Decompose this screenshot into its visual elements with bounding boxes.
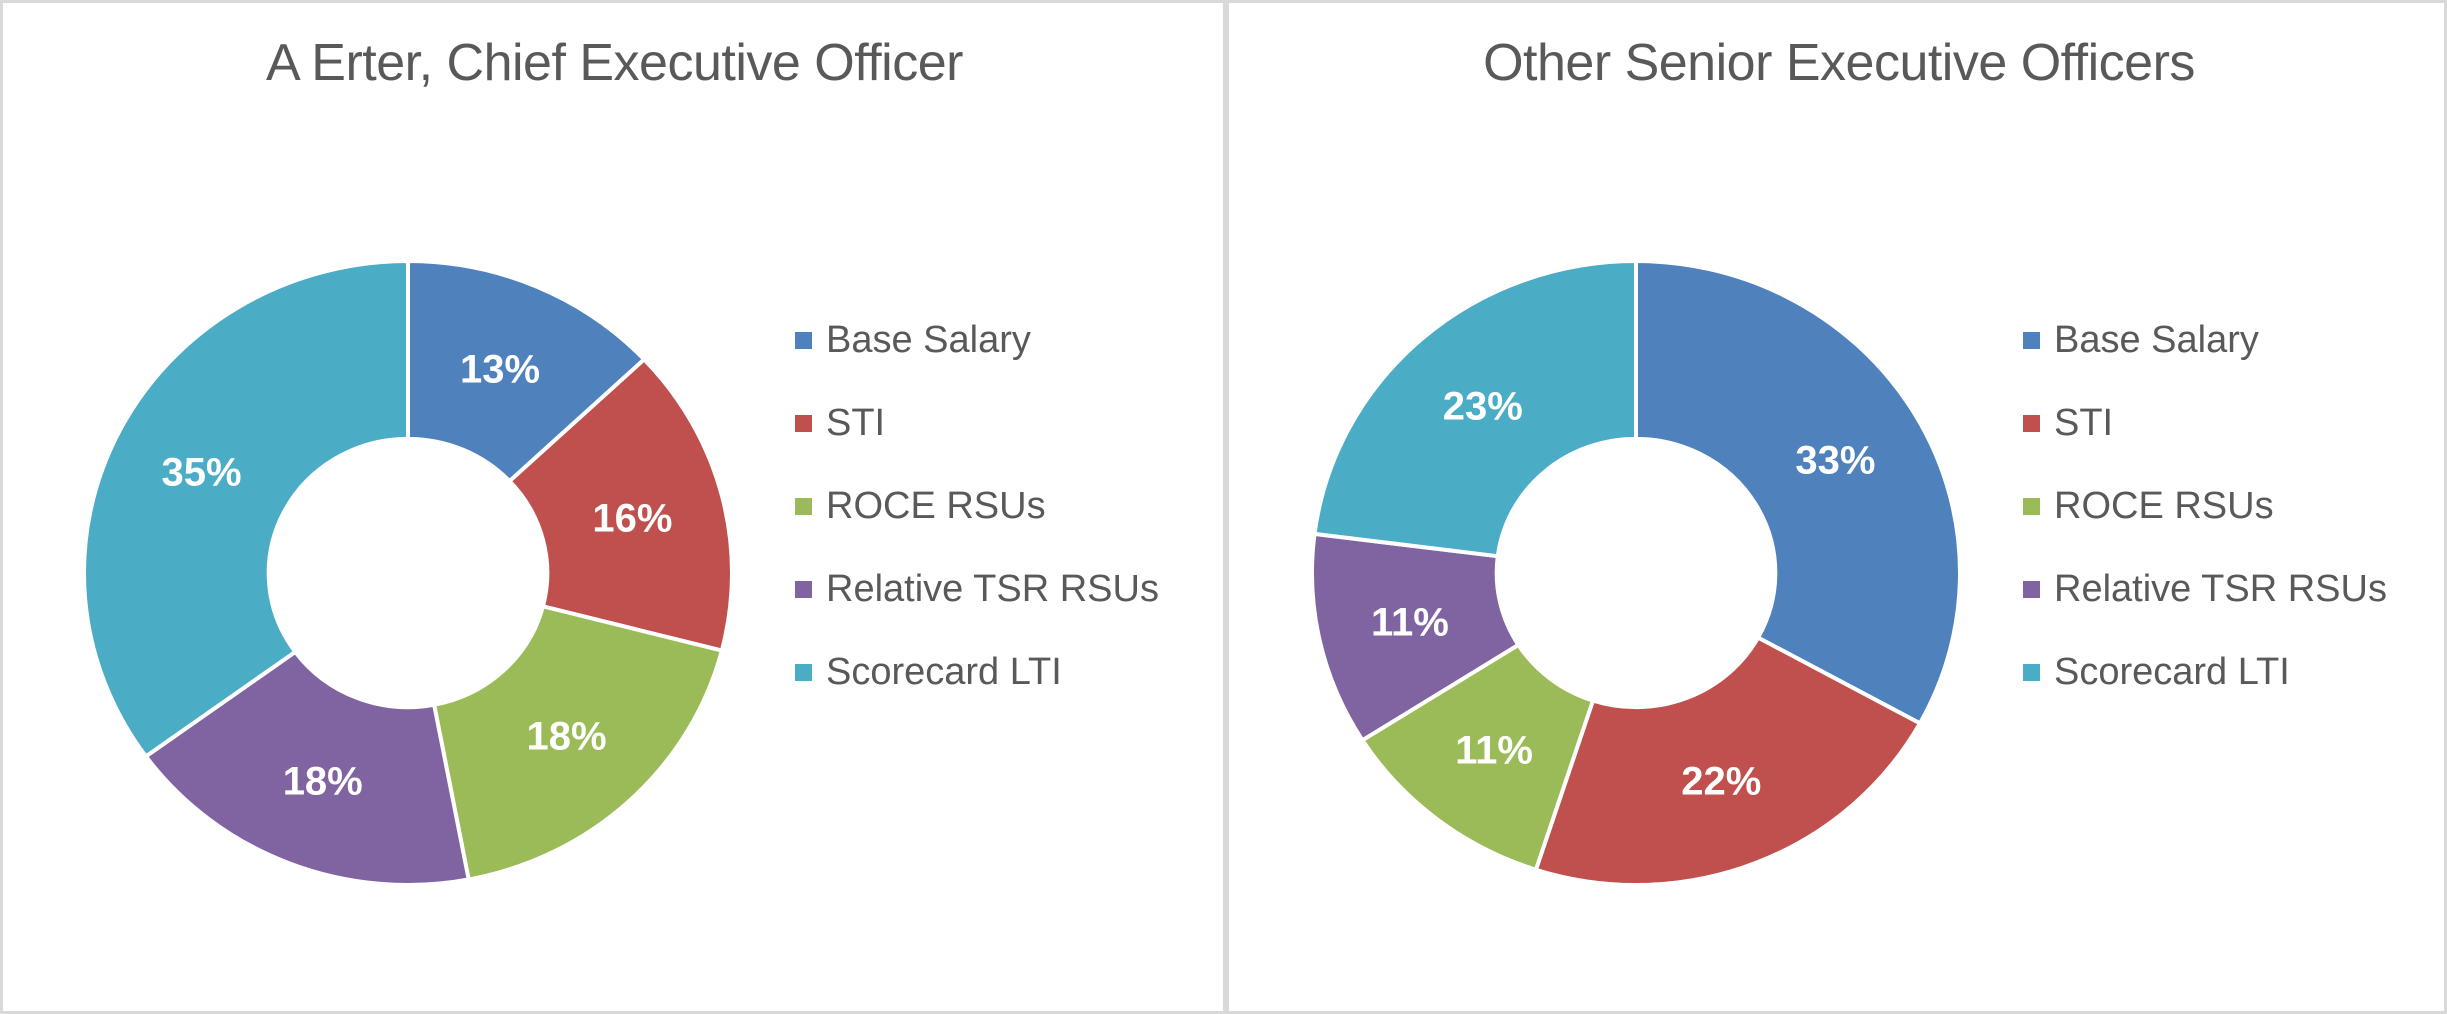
legend-swatch-sti [795, 415, 812, 432]
legend-item-sti: STI [795, 382, 1159, 465]
slice-label-base-salary: 13% [460, 347, 540, 391]
legend-item-scorecard-lti: Scorecard LTI [2023, 631, 2387, 714]
legend-swatch-relative-tsr-rsus [2023, 581, 2040, 598]
donut-slice-scorecard-lti [82, 258, 410, 760]
chart-legend: Base Salary STI ROCE RSUs Relative TSR RSUs… [795, 299, 1159, 714]
slice-label-sti: 16% [592, 497, 672, 541]
ceo-pay-mix-panel: A Erter, Chief Executive Officer 13% 16% 1… [3, 3, 1226, 1011]
other-executives-pay-mix-panel: Other Senior Executive Officers 33% 22% 11… [1231, 3, 2444, 1011]
legend-item-roce-rsus: ROCE RSUs [2023, 465, 2387, 548]
donut-slice-roce-rsus [431, 603, 725, 882]
donut-slice-sti [1533, 634, 1923, 887]
legend-item-sti: STI [2023, 382, 2387, 465]
legend-item-relative-tsr-rsus: Relative TSR RSUs [795, 548, 1159, 631]
legend-label: ROCE RSUs [826, 485, 1046, 527]
legend-label: Scorecard LTI [2054, 651, 2290, 693]
legend-swatch-scorecard-lti [2023, 664, 2040, 681]
donut-slice-base-salary [1634, 258, 1962, 726]
legend-swatch-base-salary [2023, 332, 2040, 349]
chart-title-other-executives: Other Senior Executive Officers [1483, 34, 2195, 92]
donut-slice-scorecard-lti [1312, 258, 1638, 559]
slice-label-sti: 22% [1681, 759, 1761, 803]
ceo-donut-chart: 13% 16% 18% 18% 35% [82, 258, 734, 887]
legend-label: Base Salary [2054, 319, 2259, 361]
legend-swatch-base-salary [795, 332, 812, 349]
donut-slice-relative-tsr-rsus [143, 649, 472, 887]
donut-slice-base-salary [406, 258, 648, 484]
slice-label-base-salary: 33% [1795, 438, 1875, 482]
legend-item-roce-rsus: ROCE RSUs [795, 465, 1159, 548]
slice-label-relative-tsr-rsus: 18% [283, 759, 363, 803]
panel-divider [1223, 3, 1229, 1011]
donut-slice-roce-rsus [1359, 642, 1596, 873]
legend-swatch-roce-rsus [2023, 498, 2040, 515]
slice-label-relative-tsr-rsus: 11% [1371, 601, 1449, 645]
legend-label: Base Salary [826, 319, 1031, 361]
donut-slice-sti [506, 356, 734, 654]
slice-label-roce-rsus: 18% [527, 715, 607, 759]
legend-item-scorecard-lti: Scorecard LTI [795, 631, 1159, 714]
legend-item-base-salary: Base Salary [795, 299, 1159, 382]
legend-label: STI [2054, 402, 2114, 444]
legend-label: ROCE RSUs [2054, 485, 2274, 527]
slice-label-scorecard-lti: 35% [162, 451, 242, 495]
chart-title-ceo: A Erter, Chief Executive Officer [266, 34, 963, 92]
legend-swatch-scorecard-lti [795, 664, 812, 681]
slice-label-roce-rsus: 11% [1455, 728, 1533, 772]
legend-swatch-roce-rsus [795, 498, 812, 515]
legend-item-base-salary: Base Salary [2023, 299, 2387, 382]
slice-label-scorecard-lti: 23% [1443, 385, 1523, 429]
other-executives-donut-chart: 33% 22% 11% 11% 23% [1310, 258, 1962, 887]
legend-item-relative-tsr-rsus: Relative TSR RSUs [2023, 548, 2387, 631]
donut-slice-relative-tsr-rsus [1310, 531, 1522, 743]
legend-label: Scorecard LTI [826, 651, 1062, 693]
legend-label: Relative TSR RSUs [826, 568, 1159, 610]
legend-label: STI [826, 402, 886, 444]
legend-label: Relative TSR RSUs [2054, 568, 2387, 610]
legend-swatch-sti [2023, 415, 2040, 432]
chart-legend: Base Salary STI ROCE RSUs Relative TSR RSUs… [2023, 299, 2387, 714]
legend-swatch-relative-tsr-rsus [795, 581, 812, 598]
